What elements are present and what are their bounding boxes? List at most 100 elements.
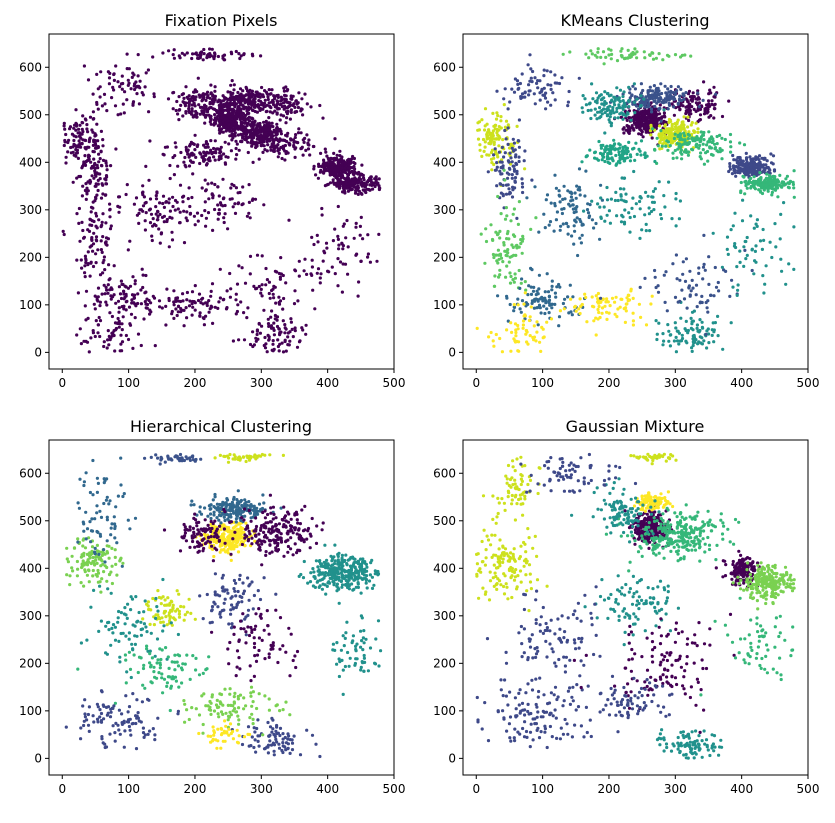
data-point (75, 258, 79, 262)
data-point (143, 228, 147, 232)
data-point (233, 202, 237, 206)
y-tick-label: 600 (19, 60, 42, 74)
data-point (718, 133, 722, 137)
data-point (259, 144, 263, 148)
data-point (360, 163, 364, 167)
data-point (124, 192, 128, 197)
data-point (109, 164, 113, 168)
data-point (501, 192, 505, 196)
data-point (98, 319, 103, 323)
data-point (209, 83, 213, 87)
data-point (246, 140, 250, 144)
data-point (157, 299, 162, 303)
data-point (264, 90, 268, 94)
data-point (634, 202, 638, 206)
data-point (588, 101, 592, 105)
data-point (633, 158, 637, 162)
data-point (610, 296, 615, 300)
data-point (307, 138, 311, 142)
data-point (553, 291, 557, 295)
data-point (196, 76, 200, 80)
data-point (131, 103, 135, 107)
data-point (511, 188, 515, 192)
data-point (83, 154, 87, 158)
data-point (619, 297, 623, 301)
data-point (190, 112, 194, 116)
data-point (99, 248, 103, 252)
data-point (233, 211, 238, 215)
data-point (512, 164, 516, 168)
data-point (279, 113, 283, 117)
data-point (238, 87, 243, 91)
data-point (567, 89, 571, 94)
data-point (208, 96, 212, 100)
data-point (279, 132, 283, 136)
data-point (720, 148, 724, 152)
data-point (107, 82, 111, 86)
data-point (263, 335, 267, 340)
data-point (513, 155, 518, 159)
data-point (105, 303, 109, 307)
data-point (176, 112, 180, 116)
data-point (631, 311, 635, 315)
data-point (182, 101, 186, 105)
data-point (547, 298, 552, 302)
data-point (517, 200, 521, 204)
data-point (311, 288, 315, 292)
data-point (669, 89, 673, 93)
data-point (590, 52, 594, 56)
data-point (202, 112, 206, 116)
data-point (152, 296, 157, 300)
data-point (742, 175, 746, 179)
data-point (245, 124, 249, 128)
data-point (520, 251, 524, 255)
data-point (250, 93, 254, 97)
data-point (648, 85, 652, 89)
data-point (218, 267, 222, 271)
data-point (654, 56, 658, 60)
data-point (172, 173, 176, 177)
data-point (173, 208, 177, 212)
data-point (686, 125, 690, 129)
data-point (494, 123, 498, 127)
data-point (678, 94, 682, 98)
data-point (209, 294, 213, 298)
data-point (558, 194, 562, 198)
data-point (77, 221, 81, 225)
data-point (657, 52, 661, 56)
data-point (596, 110, 600, 114)
data-point (262, 203, 266, 207)
data-point (495, 259, 499, 263)
data-point (505, 214, 509, 218)
data-point (701, 133, 705, 137)
data-point (604, 55, 608, 59)
data-point (605, 114, 609, 118)
data-point (505, 264, 509, 268)
data-point (358, 233, 362, 237)
data-point (598, 106, 602, 110)
data-point (236, 107, 240, 111)
data-point (116, 299, 121, 303)
data-point (226, 227, 230, 231)
data-point (331, 180, 335, 184)
data-point (649, 133, 653, 137)
data-point (216, 100, 220, 104)
data-point (249, 100, 253, 104)
data-point (490, 161, 494, 165)
data-point (213, 158, 217, 162)
data-point (508, 281, 513, 285)
data-point (185, 95, 189, 99)
data-point (744, 151, 748, 155)
data-point (687, 118, 691, 123)
data-point (109, 294, 113, 298)
data-point (674, 197, 678, 201)
data-point (666, 96, 670, 100)
data-point (248, 216, 252, 220)
data-point (299, 147, 303, 151)
data-point (68, 125, 73, 129)
data-point (98, 304, 102, 308)
data-point (550, 288, 554, 292)
data-point (648, 53, 652, 57)
data-point (553, 201, 557, 206)
data-point (772, 169, 777, 173)
